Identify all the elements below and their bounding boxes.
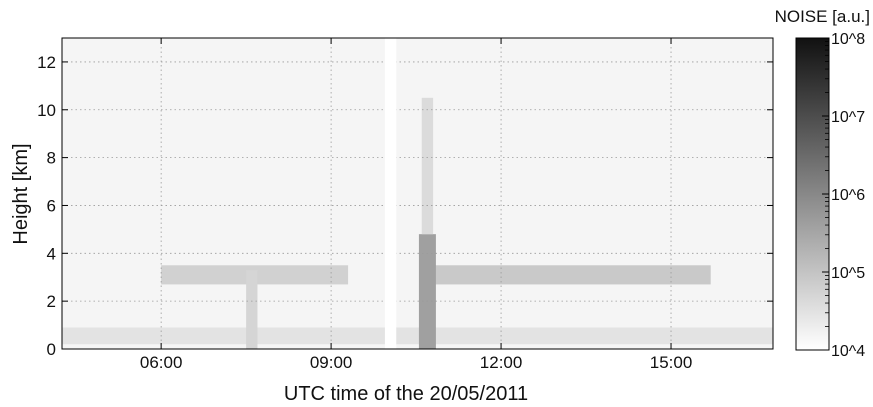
y-tick-label: 8	[47, 149, 56, 168]
colorbar-tick-label: 10^4	[831, 343, 865, 360]
heatmap-cell	[418, 234, 436, 349]
heatmap-cell	[421, 97, 434, 235]
x-tick-label: 12:00	[480, 353, 523, 372]
axis-ticks: 06:00 09:00 12:00 15:00 0 2 4 6 8 10 12	[37, 38, 773, 372]
colorbar-tick-label: 10^6	[831, 187, 865, 204]
heatmap-cell	[246, 270, 258, 349]
y-tick-label: 4	[47, 244, 56, 263]
x-axis-label: UTC time of the 20/05/2011	[284, 383, 528, 405]
colorbar-title: NOISE [a.u.]	[775, 7, 870, 26]
plot-frame	[61, 37, 774, 350]
y-tick-label: 2	[47, 292, 56, 311]
y-tick-label: 6	[47, 196, 56, 215]
heatmap-cells	[62, 38, 773, 349]
heatmap-cell	[430, 265, 711, 285]
data-gap-band	[384, 38, 397, 349]
x-tick-label: 15:00	[650, 353, 693, 372]
colorbar-tick-label: 10^7	[831, 109, 865, 126]
y-tick-label: 10	[37, 101, 56, 120]
grid-lines	[62, 38, 773, 349]
y-axis-label: Height [km]	[10, 143, 32, 244]
colorbar-ticks: 10^4 10^5 10^6 10^7 10^8	[822, 31, 865, 360]
colorbar-tick-label: 10^5	[831, 265, 865, 282]
y-tick-label: 0	[47, 340, 56, 359]
x-tick-label: 09:00	[310, 353, 353, 372]
heatmap-cell	[62, 327, 773, 345]
y-tick-label: 12	[37, 53, 56, 72]
x-tick-label: 06:00	[140, 353, 183, 372]
colorbar-tick-label: 10^8	[831, 31, 865, 48]
heatmap-background	[62, 38, 773, 349]
